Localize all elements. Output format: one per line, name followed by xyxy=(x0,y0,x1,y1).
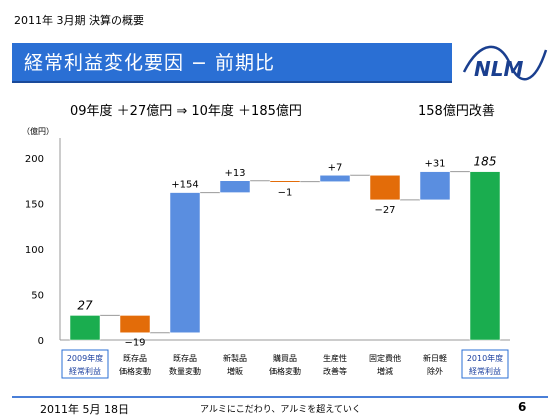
category-label: 経常利益 xyxy=(69,366,101,376)
category-label: 既存品 xyxy=(123,353,147,363)
slide-subtitle: 2011年 3月期 決算の概要 xyxy=(14,14,144,27)
y-tick-label: 50 xyxy=(31,291,44,302)
category-label: 経常利益 xyxy=(469,366,501,376)
logo-text: NLM xyxy=(474,57,523,81)
category-label: 価格変動 xyxy=(269,366,301,376)
category-label: 増減 xyxy=(377,366,393,376)
page-number: 6 xyxy=(518,400,527,414)
category-label: 除外 xyxy=(427,366,443,376)
company-logo: NLM xyxy=(462,45,548,81)
headline-improvement: 158億円改善 xyxy=(418,104,495,119)
category-label: 新製品 xyxy=(223,353,247,363)
y-tick-label: 150 xyxy=(25,200,44,211)
waterfall-bar xyxy=(369,175,401,201)
y-unit-label: （億円） xyxy=(22,126,54,136)
y-tick-label: 100 xyxy=(25,245,44,256)
waterfall-bar xyxy=(169,192,201,333)
y-tick-label: 200 xyxy=(25,154,44,165)
category-label: 2009年度 xyxy=(67,353,103,363)
waterfall-bar xyxy=(69,315,101,341)
data-label: 185 xyxy=(474,155,497,169)
waterfall-bar xyxy=(219,180,251,193)
data-label: +154 xyxy=(171,180,198,191)
data-label: 27 xyxy=(77,298,93,312)
category-label: 価格変動 xyxy=(119,366,151,376)
data-label: −1 xyxy=(278,187,293,198)
data-label: −19 xyxy=(124,338,145,349)
category-label: 数量変動 xyxy=(169,366,201,376)
category-label: 増販 xyxy=(227,366,243,376)
footer-divider xyxy=(12,396,548,398)
waterfall-bar xyxy=(119,315,151,333)
category-box xyxy=(61,349,109,379)
category-label: 既存品 xyxy=(173,353,197,363)
title-bar: 経常利益変化要因 − 前期比 xyxy=(12,43,452,83)
data-label: +13 xyxy=(224,168,245,179)
footer-slogan: アルミにこだわり、アルミを超えていく xyxy=(200,405,361,415)
category-label: 購買品 xyxy=(273,353,297,363)
data-label: −27 xyxy=(374,205,395,216)
category-label: 生産性 xyxy=(323,353,347,363)
category-label: 改善等 xyxy=(323,366,347,376)
y-tick-label: 0 xyxy=(38,336,44,347)
waterfall-bar xyxy=(269,180,301,183)
headline-comparison: 09年度 ＋27億円 ⇒ 10年度 ＋185億円 xyxy=(70,104,302,119)
waterfall-bar xyxy=(419,171,451,201)
category-box xyxy=(461,349,509,379)
category-label: 新日軽 xyxy=(423,353,447,363)
data-label: +7 xyxy=(328,162,343,173)
slide-title: 経常利益変化要因 − 前期比 xyxy=(24,52,275,74)
waterfall-bar xyxy=(469,171,501,341)
footer-date: 2011年 5月 18日 xyxy=(40,403,129,416)
category-label: 固定費他 xyxy=(369,353,401,363)
waterfall-bar xyxy=(319,175,351,182)
data-label: +31 xyxy=(424,159,445,170)
category-label: 2010年度 xyxy=(467,353,503,363)
